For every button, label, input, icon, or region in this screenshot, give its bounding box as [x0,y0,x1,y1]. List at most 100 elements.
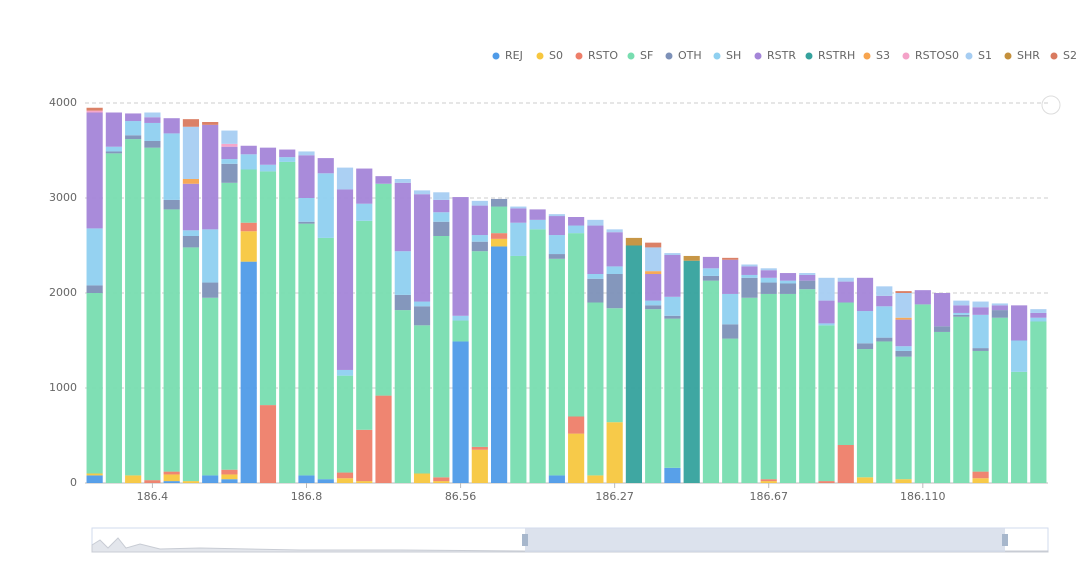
bar-segment [779,280,797,284]
bar-segment [741,274,758,278]
bar-segment [895,293,912,318]
bar-segment [606,266,623,274]
bar-segment [972,314,989,349]
bar-segment [760,479,777,482]
bar-segment [356,429,373,482]
bar-segment [240,261,257,483]
bar-segment [221,163,238,183]
legend-marker [965,52,973,60]
legend-marker [805,52,813,60]
bar-segment [568,217,585,226]
bar-segment [818,277,835,301]
bar-segment [972,478,989,483]
bar-segment [645,274,662,301]
bar-segment [471,251,488,447]
bar-segment [413,306,431,326]
bar-segment [972,350,989,472]
bar-segment [856,343,874,350]
bar-segment [722,324,739,339]
bar-segment [895,319,912,347]
bar-segment [645,242,662,248]
bar-segment [182,481,200,483]
bar-segment [471,205,488,236]
bar-segment [144,122,161,141]
bar-segment [336,375,354,473]
bar-segment [202,297,219,476]
legend-marker [665,52,673,60]
bar-segment [491,246,508,483]
bar-segment [202,124,219,230]
bar-segment [856,311,874,344]
bar-segment [722,257,739,260]
zoom-window[interactable] [525,528,1005,552]
bar-segment [914,304,931,483]
bar-segment [895,350,912,357]
bar-segment [510,208,527,223]
bar-segment [741,297,758,483]
bar-segment [568,433,585,483]
bar-segment [452,197,469,316]
bar-segment [394,294,411,311]
legend-marker [575,52,583,60]
x-tick-label: 186.8 [291,490,323,503]
bar-segment [394,179,411,183]
legend-marker [1050,52,1058,60]
bar-segment [587,274,604,279]
zoom-handle[interactable] [1002,534,1008,546]
bar-segment [202,122,219,125]
bar-segment [375,183,392,396]
bar-segment [336,189,354,370]
bar-segment [413,473,431,483]
bar-segment [645,300,662,306]
bar-segment [587,219,604,226]
bar-segment [240,169,257,223]
bar-segment [182,119,200,127]
bar-segment [1011,340,1028,372]
x-tick-label: 186.4 [137,490,169,503]
bar-segment [895,356,912,480]
bar-segment [317,479,334,483]
bar-segment [452,341,469,483]
legend-marker [713,52,721,60]
bar-segment [394,182,411,252]
bar-segment [606,308,623,423]
bar-segment [664,315,681,319]
bar-segment [722,338,739,483]
bar-segment [510,222,527,256]
bar-segment [163,474,180,482]
legend-label: SF [640,49,653,62]
bar-segment [491,233,508,239]
legend-marker [627,52,635,60]
bar-segment [413,301,431,307]
bar-segment [105,112,122,147]
zoom-handle[interactable] [522,534,528,546]
bar-segment [433,212,450,222]
bar-segment [702,280,720,483]
data-zoom[interactable] [91,527,1049,553]
y-tick-label: 0 [70,476,77,489]
zoom-sparkline [91,537,1049,553]
bar-segment [779,293,797,483]
bar-segment [336,472,354,479]
legend-label: S3 [876,49,890,62]
bar-segment [837,302,854,445]
legend-label: S1 [978,49,992,62]
legend-label: RSTR [767,49,796,62]
bar-segment [298,223,315,476]
bar-segment [298,221,315,224]
bar-segment [991,303,1008,306]
legend-label: REJ [505,49,523,62]
bar-segment [779,273,797,281]
bar-segment [125,475,142,483]
bar-segment [336,478,354,483]
bar-segment [606,422,623,483]
bar-segment [606,274,623,309]
bar-segment [125,139,142,476]
bar-segment [953,305,970,313]
bar-segment [433,236,450,478]
bar-segment [413,325,431,474]
bar-segment [182,183,200,231]
tool-icon[interactable] [1041,95,1061,115]
bar-segment [259,171,277,406]
